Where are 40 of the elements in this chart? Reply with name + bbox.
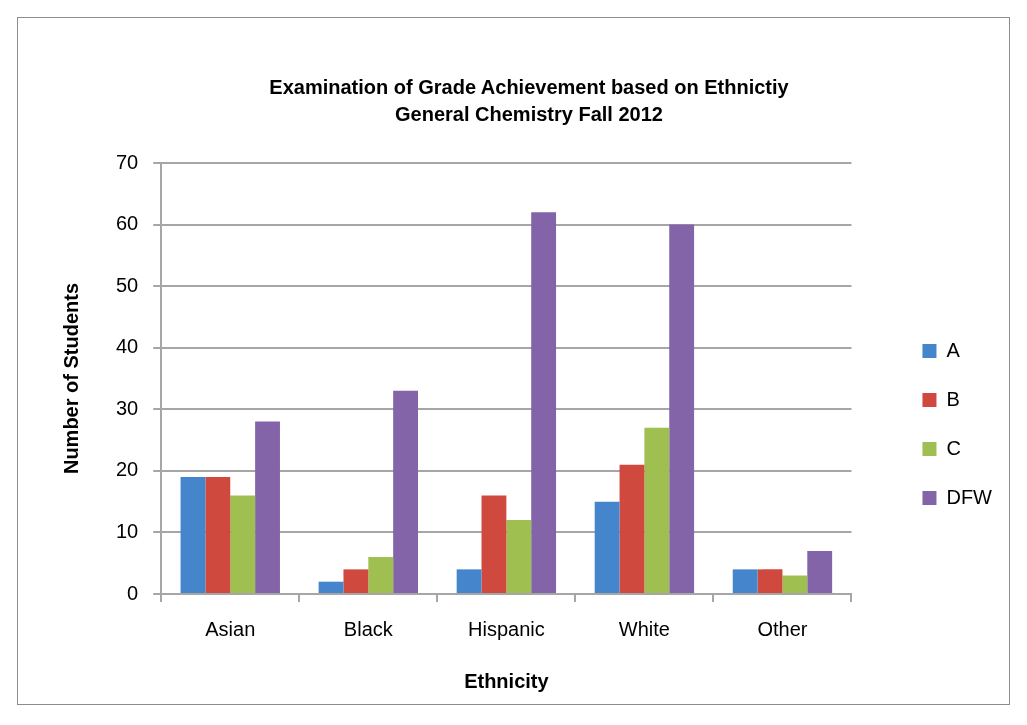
- bar: [180, 477, 206, 593]
- bar: [368, 557, 394, 593]
- x-axis-title: Ethnicity: [464, 669, 550, 692]
- legend-label: C: [946, 436, 961, 459]
- chart-title: Examination of Grade Achievement based on Ethnictiy General Chemistry Fall 2012: [269, 76, 790, 126]
- y-axis-title: Number of Students: [59, 282, 82, 475]
- y-tick-label: 0: [127, 581, 139, 604]
- y-tick-label: 70: [116, 150, 139, 173]
- bar: [205, 477, 231, 593]
- bar: [619, 464, 645, 593]
- bar: [644, 427, 670, 593]
- x-tick-label: Black: [343, 617, 394, 640]
- bar: [456, 569, 482, 593]
- y-tick-label: 30: [116, 396, 139, 419]
- bar: [594, 501, 620, 593]
- y-tick-label: 50: [116, 273, 139, 296]
- x-tick-label: Hispanic: [468, 617, 545, 640]
- bar: [506, 520, 532, 593]
- bar: [531, 212, 557, 593]
- legend-label: B: [946, 387, 960, 410]
- bar: [255, 421, 280, 593]
- bar: [807, 550, 833, 593]
- y-tick-label: 40: [116, 335, 139, 358]
- y-tick-label: 60: [116, 212, 139, 235]
- legend-label: DFW: [946, 485, 993, 508]
- bar: [669, 224, 695, 593]
- legend-label: A: [946, 338, 961, 361]
- bar: [230, 495, 256, 593]
- x-tick-label: White: [618, 617, 670, 640]
- y-tick-label: 20: [116, 458, 139, 481]
- bar: [732, 569, 758, 593]
- y-tick-label: 10: [116, 519, 139, 542]
- x-tick-label: Asian: [205, 617, 256, 640]
- bar: [343, 569, 369, 593]
- bar: [782, 575, 808, 593]
- x-tick-label: Other: [757, 617, 808, 640]
- bar: [757, 569, 783, 593]
- bar: [318, 581, 344, 593]
- bar: [393, 390, 419, 593]
- bar: [481, 495, 507, 593]
